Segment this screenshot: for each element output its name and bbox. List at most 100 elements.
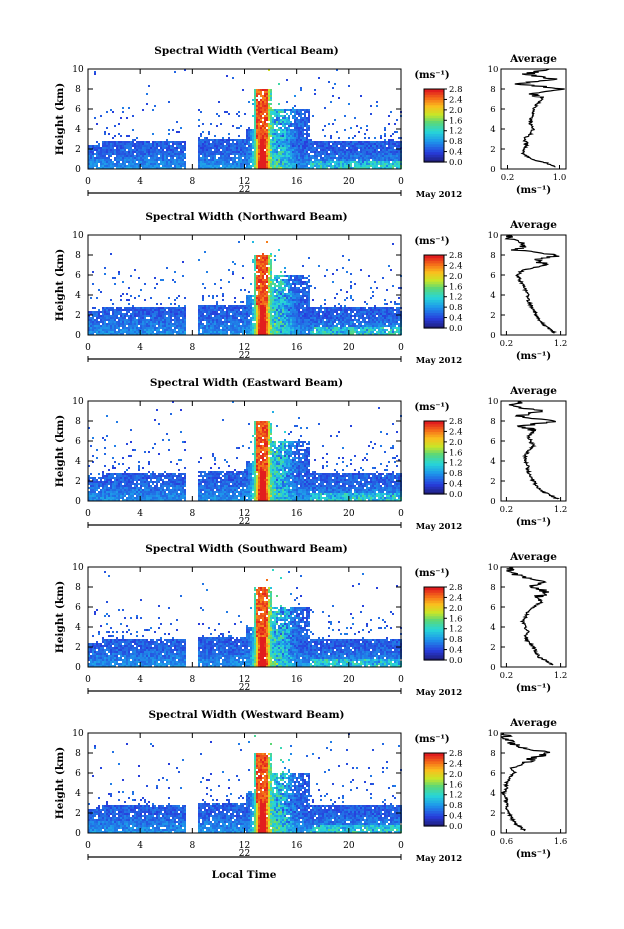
heatmap-cell (260, 259, 262, 261)
heatmap-cell (162, 165, 164, 167)
heatmap-cell (114, 323, 116, 325)
heatmap-cell (120, 329, 122, 331)
heatmap-cell (158, 321, 160, 323)
heatmap-cell (254, 275, 256, 277)
heatmap-cell (294, 299, 296, 301)
heatmap-cell (302, 277, 304, 279)
heatmap-cell (230, 305, 232, 307)
heatmap-cell (96, 123, 98, 125)
heatmap-cell (306, 313, 308, 315)
heatmap-cell (366, 167, 368, 169)
heatmap-cell (242, 139, 244, 141)
heatmap-cell (164, 167, 166, 169)
heatmap-cell (396, 155, 398, 157)
heatmap-cell (356, 141, 358, 143)
heatmap-cell (234, 143, 236, 145)
heatmap-cell (206, 157, 208, 159)
heatmap-cell (134, 313, 136, 315)
heatmap-cell (94, 321, 96, 323)
heatmap-cell (258, 317, 260, 319)
heatmap-cell (248, 321, 250, 323)
heatmap-cell (160, 315, 162, 317)
heatmap-cell (290, 275, 292, 277)
heatmap-cell (88, 325, 90, 327)
heatmap-cell (344, 157, 346, 159)
heatmap-cell (380, 165, 382, 167)
heatmap-cell (292, 333, 294, 335)
heatmap-cell (176, 325, 178, 327)
heatmap-cell (388, 161, 390, 163)
heatmap-cell (160, 325, 162, 327)
heatmap-cell (270, 127, 272, 129)
heatmap-cell (300, 319, 302, 321)
heatmap-cell (136, 137, 138, 139)
heatmap-cell (130, 165, 132, 167)
heatmap-cell (386, 161, 388, 163)
heatmap-cell (110, 161, 112, 163)
heatmap-cell (390, 167, 392, 169)
heatmap-cell (92, 163, 94, 165)
heatmap-cell (268, 281, 270, 283)
heatmap-cell (130, 155, 132, 157)
heatmap-cell (170, 317, 172, 319)
heatmap-cell (348, 151, 350, 153)
heatmap-cell (328, 155, 330, 157)
heatmap-cell (246, 299, 248, 301)
heatmap-cell (386, 149, 388, 151)
heatmap-cell (224, 163, 226, 165)
heatmap-cell (216, 305, 218, 307)
heatmap-cell (90, 319, 92, 321)
heatmap-cell (158, 143, 160, 145)
heatmap-cell (116, 159, 118, 161)
heatmap-cell (330, 151, 332, 153)
heatmap-cell (262, 285, 264, 287)
heatmap-cell (88, 149, 90, 151)
heatmap-cell (296, 283, 298, 285)
heatmap-cell (176, 321, 178, 323)
heatmap-cell (300, 115, 302, 117)
heatmap-cell (250, 305, 252, 307)
heatmap-cell (310, 147, 312, 149)
heatmap-cell (230, 325, 232, 327)
heatmap-cell (148, 167, 150, 169)
heatmap-cell (226, 315, 228, 317)
heatmap-cell (264, 333, 266, 335)
heatmap-cell (260, 149, 262, 151)
heatmap-cell (284, 155, 286, 157)
heatmap-cell (216, 167, 218, 169)
heatmap-cell (316, 159, 318, 161)
heatmap-cell (198, 311, 200, 313)
heatmap-cell (204, 137, 206, 139)
heatmap-cell (150, 143, 152, 145)
heatmap-cell (246, 305, 248, 307)
heatmap-cell (304, 283, 306, 285)
heatmap-cell (330, 155, 332, 157)
heatmap-cell (182, 325, 184, 327)
heatmap-cell (298, 137, 300, 139)
heatmap-cell (150, 323, 152, 325)
heatmap-cell (228, 155, 230, 157)
heatmap-cell (116, 149, 118, 151)
heatmap-cell (200, 111, 202, 113)
heatmap-cell (256, 137, 258, 139)
heatmap-cell (318, 147, 320, 149)
heatmap-cell (90, 161, 92, 163)
heatmap-cell (170, 315, 172, 317)
heatmap-cell (254, 291, 256, 293)
heatmap-cell (282, 311, 284, 313)
heatmap-cell (254, 279, 256, 281)
heatmap-cell (298, 119, 300, 121)
heatmap-cell (206, 309, 208, 311)
heatmap-cell (118, 321, 120, 323)
heatmap-cell (312, 333, 314, 335)
heatmap-cell (250, 299, 252, 301)
heatmap-cell (294, 315, 296, 317)
heatmap-cell (258, 93, 260, 95)
heatmap-cell (94, 161, 96, 163)
heatmap-cell (274, 109, 276, 111)
heatmap-cell (88, 327, 90, 329)
heatmap-cell (250, 151, 252, 153)
heatmap-cell (100, 321, 102, 323)
heatmap-cell (162, 321, 164, 323)
heatmap-cell (360, 163, 362, 165)
